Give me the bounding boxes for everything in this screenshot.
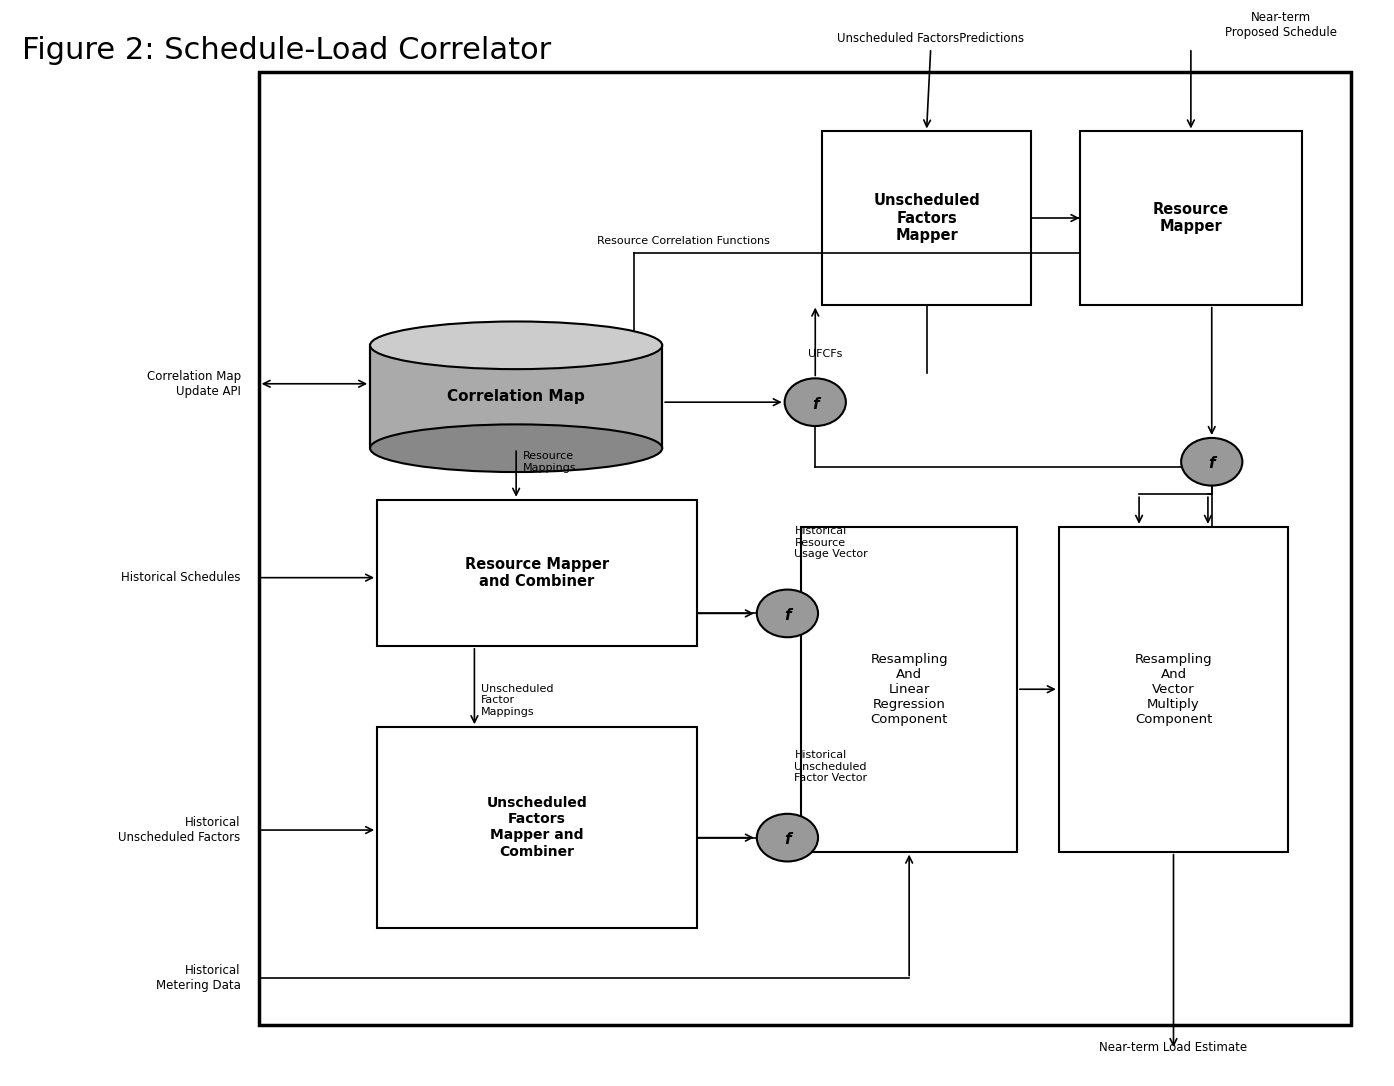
Text: Correlation Map
Update API: Correlation Map Update API <box>146 369 241 397</box>
Text: Resampling
And
Vector
Multiply
Component: Resampling And Vector Multiply Component <box>1135 653 1213 725</box>
Text: Near-term
Proposed Schedule: Near-term Proposed Schedule <box>1225 11 1337 39</box>
Circle shape <box>785 378 846 426</box>
Text: Historical
Metering Data: Historical Metering Data <box>156 964 241 993</box>
FancyBboxPatch shape <box>822 131 1032 305</box>
Text: Resource Mapper
and Combiner: Resource Mapper and Combiner <box>466 557 609 589</box>
Ellipse shape <box>369 425 662 472</box>
Text: Resource
Mappings: Resource Mappings <box>523 451 577 472</box>
Text: Correlation Map: Correlation Map <box>447 389 585 404</box>
FancyBboxPatch shape <box>802 527 1018 851</box>
Ellipse shape <box>369 321 662 369</box>
Text: f: f <box>1209 456 1216 471</box>
Text: Resampling
And
Linear
Regression
Component: Resampling And Linear Regression Compone… <box>870 653 948 725</box>
FancyBboxPatch shape <box>1058 527 1288 851</box>
Text: Historical Schedules: Historical Schedules <box>121 571 241 584</box>
Text: Historical
Resource
Usage Vector: Historical Resource Usage Vector <box>795 526 868 559</box>
Text: Unscheduled FactorsPredictions: Unscheduled FactorsPredictions <box>838 31 1025 45</box>
Text: Unscheduled
Factor
Mappings: Unscheduled Factor Mappings <box>481 684 553 717</box>
Text: Unscheduled
Factors
Mapper: Unscheduled Factors Mapper <box>873 193 980 243</box>
Circle shape <box>757 590 818 637</box>
Text: UFCFs: UFCFs <box>809 349 842 358</box>
Text: f: f <box>783 832 790 847</box>
Text: Historical
Unscheduled
Factor Vector: Historical Unscheduled Factor Vector <box>795 750 867 783</box>
FancyBboxPatch shape <box>259 72 1351 1025</box>
Text: Resource
Mapper: Resource Mapper <box>1153 202 1230 235</box>
FancyBboxPatch shape <box>376 500 697 646</box>
Text: f: f <box>783 608 790 623</box>
Text: Resource Correlation Functions: Resource Correlation Functions <box>597 236 769 247</box>
Circle shape <box>1181 438 1242 485</box>
Text: f: f <box>811 396 818 412</box>
FancyBboxPatch shape <box>1079 131 1302 305</box>
Text: Near-term Load Estimate: Near-term Load Estimate <box>1100 1041 1248 1055</box>
FancyBboxPatch shape <box>369 345 662 449</box>
Text: Historical
Unscheduled Factors: Historical Unscheduled Factors <box>118 816 241 844</box>
Text: Figure 2: Schedule-Load Correlator: Figure 2: Schedule-Load Correlator <box>22 36 552 65</box>
Circle shape <box>757 813 818 861</box>
FancyBboxPatch shape <box>376 728 697 927</box>
Text: Unscheduled
Factors
Mapper and
Combiner: Unscheduled Factors Mapper and Combiner <box>487 796 587 859</box>
